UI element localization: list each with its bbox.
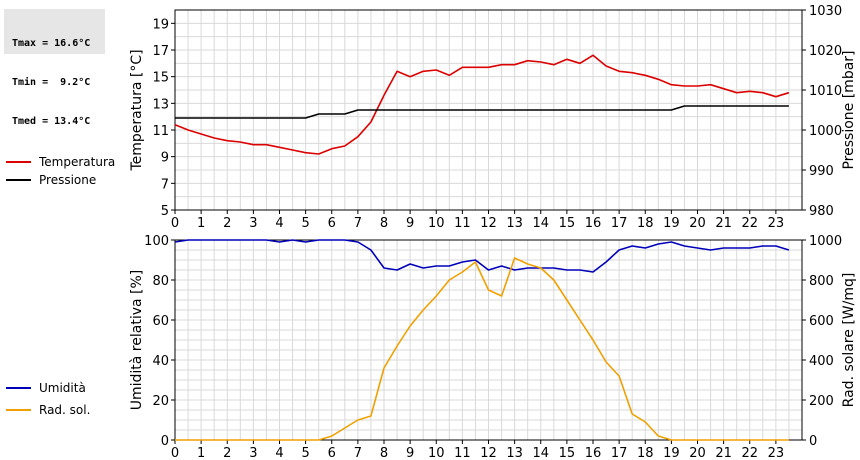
y-tick-label: 20 bbox=[152, 394, 169, 409]
y-tick-label: 5 bbox=[161, 204, 169, 219]
x-tick-label: 12 bbox=[480, 446, 497, 460]
y-tick-label: 11 bbox=[152, 124, 169, 139]
x-tick-label: 0 bbox=[171, 446, 179, 460]
x-tick-label: 21 bbox=[715, 446, 732, 460]
x-tick-label: 11 bbox=[454, 446, 471, 460]
y-tick-label: 15 bbox=[152, 71, 169, 86]
x-tick-label: 8 bbox=[380, 216, 388, 231]
humidity-radiation-chart: 0 1 2 3 4 5 6 7 8 9 10 11 12 13 14 15 16 17 18 19 20 21 22 2302… bbox=[129, 234, 857, 460]
series-line-temperatura bbox=[174, 54, 790, 155]
x-tick-label: 12 bbox=[480, 216, 497, 231]
x-tick-label: 17 bbox=[611, 446, 628, 460]
y2-tick-label: 1000 bbox=[809, 234, 842, 249]
y2-axis-title: Rad. solare [W/mq] bbox=[841, 273, 857, 408]
x-tick-label: 7 bbox=[354, 446, 362, 460]
stats-box: Tmax = 16.6°C Tmin = 9.2°C Tmed = 13.4°C bbox=[4, 9, 105, 127]
series-line-pressione bbox=[175, 105, 789, 119]
x-tick-label: 6 bbox=[328, 216, 336, 231]
grid bbox=[175, 240, 802, 440]
series-line-rad-sol bbox=[175, 257, 789, 441]
x-tick-label: 9 bbox=[406, 216, 414, 231]
x-tick-label: 1 bbox=[197, 216, 205, 231]
x-tick-label: 5 bbox=[301, 216, 309, 231]
x-tick-label: 2 bbox=[223, 446, 231, 460]
x-tick-label: 19 bbox=[663, 446, 680, 460]
tmin-text: Tmin = 9.2°C bbox=[12, 77, 91, 88]
x-tick-label: 10 bbox=[428, 216, 445, 231]
x-tick-label: 22 bbox=[741, 446, 758, 460]
x-tick-label: 20 bbox=[689, 446, 706, 460]
y-tick-label: 19 bbox=[152, 17, 169, 32]
y-tick-label: 17 bbox=[152, 44, 169, 59]
x-tick-label: 19 bbox=[663, 216, 680, 231]
grid bbox=[175, 10, 802, 210]
y2-tick-label: 800 bbox=[809, 274, 834, 289]
y-axis-title: Umidità relativa [%] bbox=[129, 270, 145, 411]
y2-tick-label: 400 bbox=[809, 354, 834, 369]
temperature-pressure-chart: 0 1 2 3 4 5 6 7 8 9 10 11 12 13 14 15 16 17 18 19 20 21 22 2357… bbox=[129, 4, 857, 231]
x-tick-label: 16 bbox=[585, 446, 602, 460]
x-tick-label: 22 bbox=[741, 216, 758, 231]
x-tick-label: 3 bbox=[249, 446, 257, 460]
x-tick-label: 1 bbox=[197, 446, 205, 460]
tmax-text: Tmax = 16.6°C bbox=[12, 38, 91, 49]
y-tick-label: 0 bbox=[161, 434, 169, 449]
y-tick-label: 7 bbox=[161, 177, 169, 192]
y-tick-label: 80 bbox=[152, 274, 169, 289]
x-tick-label: 18 bbox=[637, 446, 654, 460]
y2-tick-label: 980 bbox=[809, 204, 834, 219]
x-tick-label: 11 bbox=[454, 216, 471, 231]
legend-label-umidita: Umidità bbox=[39, 381, 86, 395]
series-line-umidita bbox=[174, 239, 790, 273]
y-tick-label: 40 bbox=[152, 354, 169, 369]
legend: Temperatura Pressione Umidità Rad. sol. bbox=[6, 155, 115, 417]
y2-tick-label: 1000 bbox=[809, 124, 842, 139]
x-tick-label: 20 bbox=[689, 216, 706, 231]
x-tick-label: 16 bbox=[585, 216, 602, 231]
x-tick-label: 2 bbox=[223, 216, 231, 231]
y2-tick-label: 990 bbox=[809, 164, 834, 179]
x-tick-label: 13 bbox=[506, 216, 523, 231]
x-tick-label: 4 bbox=[275, 216, 283, 231]
x-tick-label: 9 bbox=[406, 446, 414, 460]
legend-label-pressione: Pressione bbox=[39, 173, 96, 187]
x-tick-label: 10 bbox=[428, 446, 445, 460]
x-tick-label: 14 bbox=[532, 446, 549, 460]
legend-label-rad-sol: Rad. sol. bbox=[39, 403, 90, 417]
y2-tick-label: 1010 bbox=[809, 84, 842, 99]
y2-tick-label: 1020 bbox=[809, 44, 842, 59]
y2-tick-label: 600 bbox=[809, 314, 834, 329]
x-tick-label: 18 bbox=[637, 216, 654, 231]
y-tick-label: 100 bbox=[144, 234, 169, 249]
y-tick-label: 9 bbox=[161, 151, 169, 166]
x-tick-label: 8 bbox=[380, 446, 388, 460]
x-tick-label: 23 bbox=[768, 216, 785, 231]
x-tick-label: 5 bbox=[301, 446, 309, 460]
x-tick-label: 4 bbox=[275, 446, 283, 460]
y2-tick-label: 0 bbox=[809, 434, 817, 449]
legend-label-temperatura: Temperatura bbox=[38, 155, 115, 169]
x-tick-label: 0 bbox=[171, 216, 179, 231]
x-tick-label: 15 bbox=[559, 216, 576, 231]
x-tick-label: 17 bbox=[611, 216, 628, 231]
y-axis-title: Temperatura [°C] bbox=[129, 49, 145, 171]
x-tick-label: 14 bbox=[532, 216, 549, 231]
x-tick-label: 23 bbox=[768, 446, 785, 460]
x-tick-label: 13 bbox=[506, 446, 523, 460]
y2-tick-label: 1030 bbox=[809, 4, 842, 19]
y-tick-label: 13 bbox=[152, 97, 169, 112]
x-tick-label: 7 bbox=[354, 216, 362, 231]
x-tick-label: 15 bbox=[559, 446, 576, 460]
y2-axis-title: Pressione [mbar] bbox=[841, 50, 857, 169]
x-tick-label: 21 bbox=[715, 216, 732, 231]
tmed-text: Tmed = 13.4°C bbox=[12, 116, 91, 127]
y2-tick-label: 200 bbox=[809, 394, 834, 409]
x-tick-label: 6 bbox=[328, 446, 336, 460]
y-tick-label: 60 bbox=[152, 314, 169, 329]
x-tick-label: 3 bbox=[249, 216, 257, 231]
